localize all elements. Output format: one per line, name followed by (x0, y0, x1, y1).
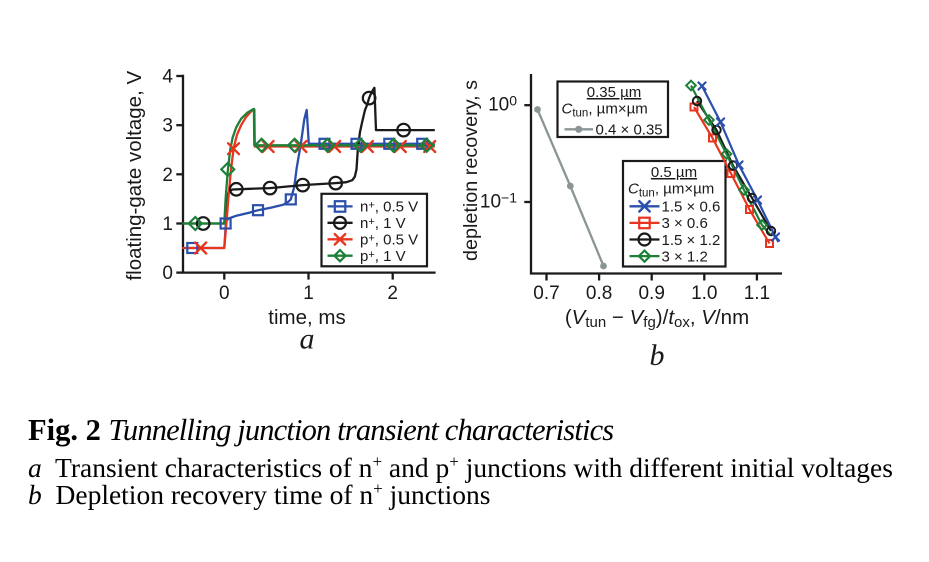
svg-text:floating-gate voltage, V: floating-gate voltage, V (123, 71, 146, 281)
svg-text:0.4 × 0.35: 0.4 × 0.35 (596, 122, 663, 139)
svg-text:0.35 µm: 0.35 µm (587, 84, 642, 101)
svg-text:2: 2 (162, 165, 173, 186)
svg-text:time, ms: time, ms (268, 306, 345, 329)
svg-text:0.8: 0.8 (586, 283, 612, 304)
svg-text:4: 4 (162, 67, 173, 88)
svg-text:1: 1 (162, 214, 173, 235)
svg-text:1.5 × 0.6: 1.5 × 0.6 (662, 199, 721, 216)
svg-text:0.9: 0.9 (638, 283, 664, 304)
svg-text:0.7: 0.7 (533, 283, 559, 304)
svg-text:p+, 0.5 V: p+, 0.5 V (360, 232, 418, 249)
svg-text:b: b (650, 339, 665, 372)
svg-text:0: 0 (162, 263, 173, 284)
svg-text:3: 3 (162, 116, 173, 137)
svg-text:1.5 × 1.2: 1.5 × 1.2 (662, 232, 721, 249)
svg-text:1.1: 1.1 (744, 283, 770, 304)
svg-text:p+, 1 V: p+, 1 V (360, 248, 406, 265)
svg-text:2: 2 (387, 283, 398, 304)
svg-text:n+, 0.5 V: n+, 0.5 V (360, 199, 418, 216)
svg-text:depletion recovery, s: depletion recovery, s (460, 80, 482, 261)
svg-text:0: 0 (219, 283, 230, 304)
svg-text:0.5 µm: 0.5 µm (651, 164, 697, 181)
svg-text:1.0: 1.0 (691, 283, 717, 304)
svg-text:a: a (300, 323, 315, 356)
svg-text:3 × 0.6: 3 × 0.6 (662, 215, 708, 232)
svg-text:n+, 1 V: n+, 1 V (360, 215, 406, 232)
svg-text:1: 1 (303, 283, 314, 304)
svg-text:3 × 1.2: 3 × 1.2 (662, 248, 708, 265)
